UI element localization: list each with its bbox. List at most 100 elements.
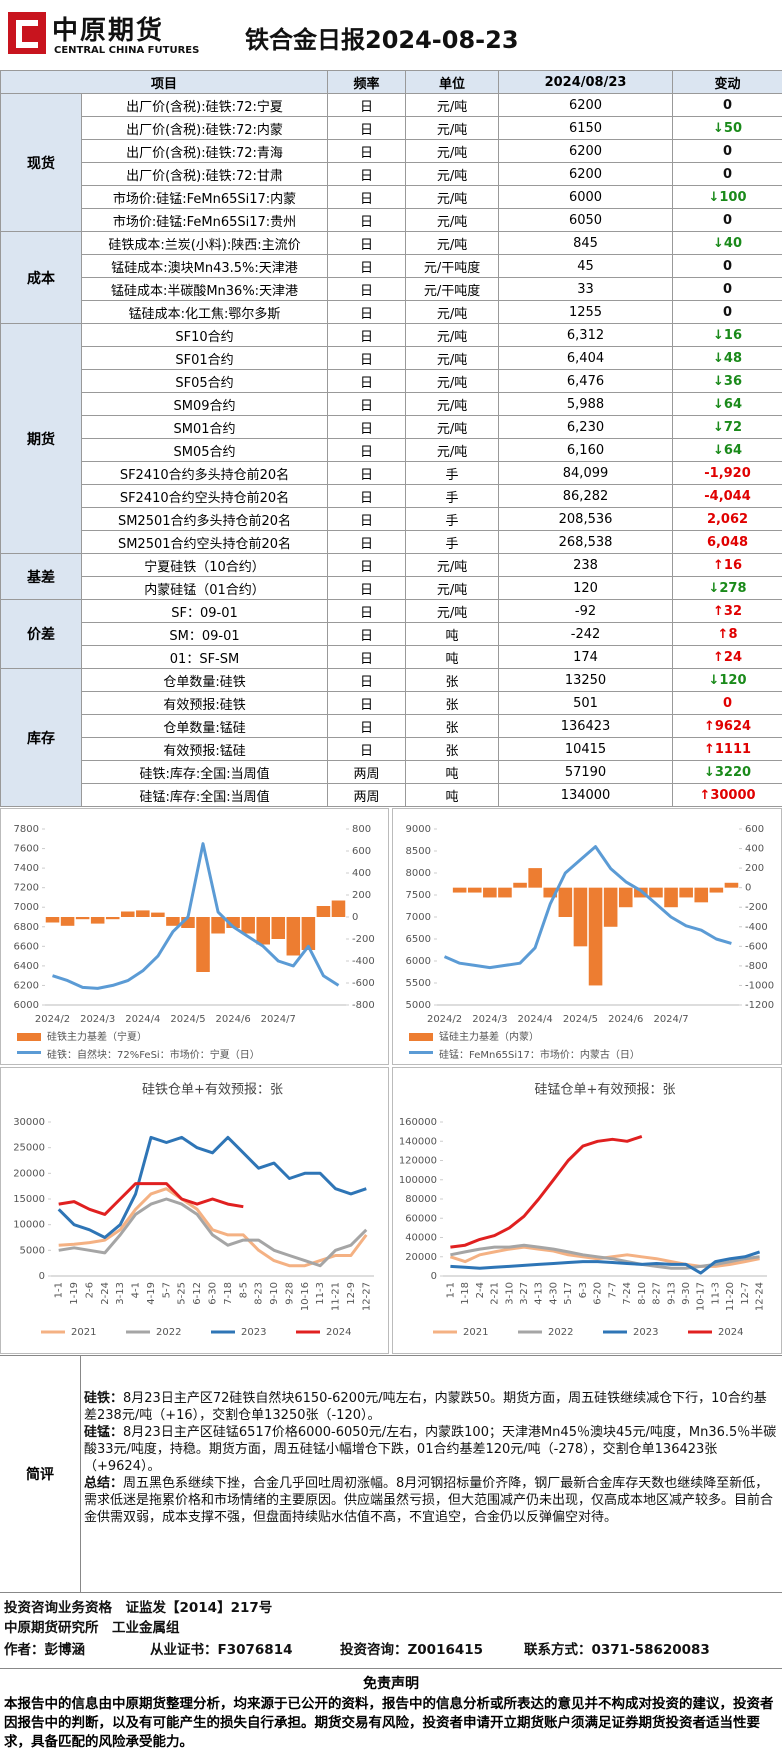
x-tick-label: 12-27 — [361, 1282, 372, 1311]
cell: 日 — [327, 254, 407, 278]
y-tick-label: 8500 — [406, 846, 431, 857]
paragraph-text: 8月23日主产区72硅铁自然块6150-6200元/吨左右，内蒙跌50。期货方面… — [84, 1391, 767, 1423]
change-value: 9624 — [714, 718, 752, 734]
cell: 仓单数量:锰硅 — [80, 714, 329, 738]
x-tick-label: 6-30 — [208, 1282, 219, 1305]
y-tick-label: 6600 — [14, 941, 39, 952]
change-cell: ↑32 — [672, 599, 782, 623]
bar — [121, 911, 135, 917]
cell: 元/吨 — [405, 139, 500, 163]
trend-arrow: ↓ — [703, 764, 715, 780]
change-cell: -4,044 — [672, 484, 782, 508]
logo-icon — [8, 12, 46, 54]
table-row: 有效预报:锰硅日张 10415 ↑1111 — [1, 737, 782, 761]
change-cell: 0 — [672, 93, 782, 117]
trend-arrow: ↑ — [713, 649, 724, 665]
cell: 33 — [498, 277, 674, 301]
cell: SF05合约 — [80, 369, 329, 393]
x-tick-label: 4-1 — [131, 1282, 142, 1298]
bar — [558, 887, 573, 917]
trend-arrow: ↓ — [713, 419, 724, 435]
bar — [151, 912, 165, 917]
cell: 日 — [327, 369, 407, 393]
disclaimer-text: 本报告中的信息由中原期货整理分析，均来源于已公开的资料，报告中的信息分析或所表达… — [4, 1696, 774, 1750]
table-row: SF05合约日元/吨 6,476 ↓36 — [1, 369, 782, 393]
cell: 吨 — [405, 783, 500, 807]
cell: 出厂价(含税):硅铁:72:青海 — [80, 139, 329, 163]
change-cell: ↓120 — [672, 668, 782, 692]
cell: 日 — [327, 139, 407, 163]
cell: 张 — [405, 668, 500, 692]
y2-tick-label: -800 — [745, 961, 768, 972]
y2-tick-label: 400 — [745, 844, 764, 855]
line — [450, 1243, 760, 1270]
cell: 6200 — [498, 139, 674, 163]
category-cell: 现货 — [0, 93, 82, 232]
y-tick-label: 10000 — [13, 1220, 45, 1231]
bar — [709, 887, 724, 893]
cell: -92 — [498, 599, 674, 623]
y-tick-label: 5500 — [406, 978, 431, 989]
line — [450, 1134, 643, 1249]
change-cell: ↓16 — [672, 323, 782, 347]
cell: SM09合约 — [80, 392, 329, 416]
change-value: 100 — [719, 189, 747, 205]
legend-swatch — [603, 1330, 627, 1334]
y2-tick-label: -1000 — [745, 980, 774, 991]
y2-tick-label: -600 — [352, 978, 375, 989]
cell: 6,404 — [498, 346, 674, 370]
cell: 5,988 — [498, 392, 674, 416]
table-row: SM2501合约多头持仓前20名日手 208,536 2,062 — [1, 507, 782, 531]
table-row: 出厂价(含税):硅铁:72:内蒙日元/吨 6150 ↓50 — [1, 116, 782, 140]
y-tick-label: 160000 — [399, 1117, 437, 1128]
x-tick-label: 9-30 — [681, 1282, 692, 1305]
cell: 元/吨 — [405, 162, 500, 186]
chart: 6000620064006600680070007200740076007800… — [0, 808, 389, 1065]
chart: 硅锰仓单+有效预报：张 0 20000 40000 60000 80000 100000 12… — [392, 1067, 782, 1354]
y-tick-label: 20000 — [405, 1252, 437, 1263]
bar — [467, 887, 482, 893]
y-tick-label: 80000 — [405, 1194, 437, 1205]
cell: 136423 — [498, 714, 674, 738]
table-row: 出厂价(含税):硅铁:72:青海日元/吨 6200 0 — [1, 139, 782, 163]
commentary-text: 硅铁：8月23日主产区72硅铁自然块6150-6200元/吨左右，内蒙跌50。期… — [84, 1390, 778, 1526]
table-row: 市场价:硅锰:FeMn65Si17:贵州日元/吨 6050 0 — [1, 208, 782, 232]
cell: 元/吨 — [405, 323, 500, 347]
cell: 出厂价(含税):硅铁:72:内蒙 — [80, 116, 329, 140]
change-cell: ↓64 — [672, 392, 782, 416]
change-value: 0 — [722, 166, 733, 182]
bar — [588, 887, 603, 986]
cell: 元/吨 — [405, 346, 500, 370]
y-tick-label: 7000 — [406, 912, 431, 923]
cell: 日 — [327, 691, 407, 715]
change-cell: 6,048 — [672, 530, 782, 554]
cell: 手 — [405, 530, 500, 554]
table-row: 锰硅成本:半碳酸Mn36%:天津港日元/干吨度 33 0 — [1, 277, 782, 301]
cell: 日 — [327, 530, 407, 554]
cell: 268,538 — [498, 530, 674, 554]
paragraph-lead: 硅锰： — [84, 1425, 124, 1440]
cell: 日 — [327, 392, 407, 416]
bar — [316, 906, 331, 917]
x-tick-label: 2024/3 — [472, 1014, 507, 1025]
change-value: 36 — [723, 373, 743, 389]
x-tick-label: 3-27 — [519, 1282, 530, 1305]
bar — [196, 917, 210, 972]
bar — [452, 887, 467, 893]
chart: 500055006000650070007500800085009000-120… — [392, 808, 782, 1065]
y-tick-label: 7400 — [14, 863, 39, 874]
cell: 市场价:硅锰:FeMn65Si17:贵州 — [80, 208, 329, 232]
table-row: 锰硅成本:澳块Mn43.5%:天津港日元/干吨度 45 0 — [1, 254, 782, 278]
y-tick-label: 20000 — [13, 1168, 45, 1179]
cell: SM01合约 — [80, 415, 329, 439]
change-value: 0 — [722, 695, 733, 711]
trend-arrow: ↓ — [713, 396, 724, 412]
x-tick-label: 2024/6 — [608, 1014, 643, 1025]
change-value: 8 — [728, 626, 738, 642]
paragraph-lead: 硅铁： — [84, 1391, 124, 1406]
x-tick-label: 2-24 — [100, 1282, 111, 1305]
x-tick-label: 12-9 — [346, 1282, 357, 1305]
cell: 两周 — [327, 783, 407, 807]
legend-label: 2021 — [463, 1327, 488, 1338]
bar — [528, 868, 542, 888]
